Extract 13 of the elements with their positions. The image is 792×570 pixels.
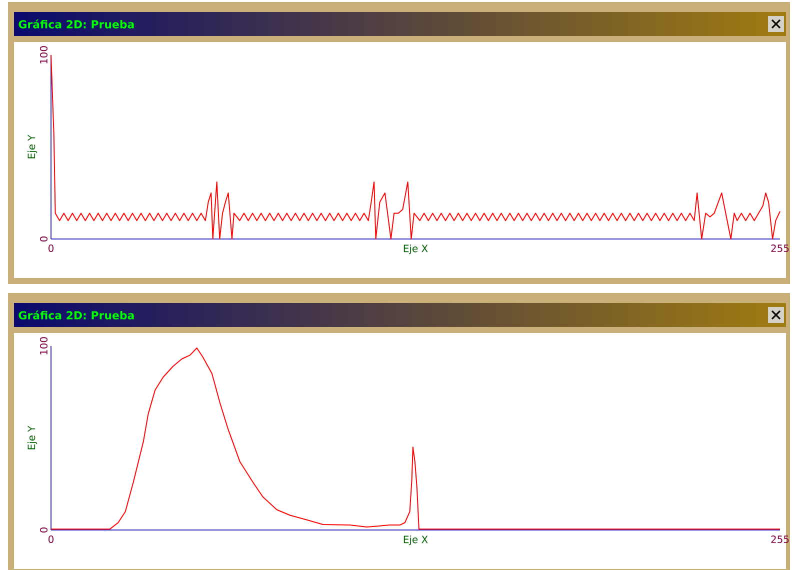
line-series	[50, 348, 781, 530]
y-tick-label: 100	[40, 337, 48, 354]
x-axis-title: Eje X	[404, 244, 428, 254]
y-tick-label: 0	[40, 527, 48, 532]
x-axis-title: Eje X	[404, 535, 428, 546]
y-tick-label: 0	[40, 236, 48, 242]
y-tick-label: 100	[40, 46, 48, 64]
chart-title: Gráfica 2D: Prueba	[18, 310, 134, 320]
x-tick-label: 255	[771, 244, 789, 252]
x-tick-label: 255	[771, 535, 789, 544]
chart-title: Gráfica 2D: Prueba	[18, 20, 134, 28]
y-axis-title: Eje Y	[27, 134, 38, 158]
y-axis-title: Eje Y	[27, 426, 38, 450]
